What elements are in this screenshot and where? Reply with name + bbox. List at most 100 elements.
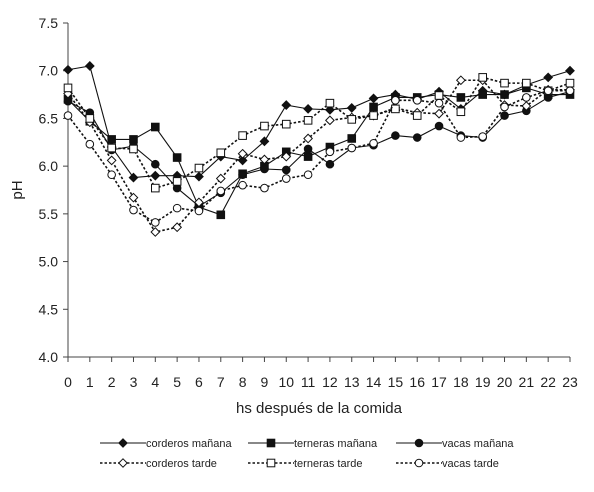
data-point (347, 134, 357, 143)
data-point (129, 144, 138, 154)
data-point (347, 115, 357, 124)
data-point (85, 114, 95, 123)
data-point (455, 75, 466, 86)
data-point (237, 155, 248, 166)
series-5 (63, 86, 575, 227)
legend-label: corderos tarde (146, 458, 217, 470)
series-line (67, 91, 571, 207)
x-tick-label: 23 (562, 374, 578, 390)
data-point (500, 102, 509, 112)
legend-item: vacas tarde (396, 458, 499, 470)
data-point (260, 121, 269, 131)
data-point (150, 170, 161, 181)
series-line (67, 65, 571, 179)
data-point (456, 107, 466, 117)
data-point (281, 165, 291, 175)
data-point (478, 73, 487, 82)
data-point (172, 203, 182, 213)
x-tick-label: 2 (108, 374, 116, 390)
data-point (194, 206, 204, 216)
data-point (281, 100, 292, 110)
series-line (67, 87, 570, 216)
x-tick-label: 15 (388, 374, 404, 390)
data-point (303, 133, 313, 144)
data-point (369, 102, 378, 112)
data-point (434, 108, 444, 119)
data-point (369, 138, 378, 148)
x-tick-label: 21 (519, 374, 535, 390)
y-tick-label: 6.5 (39, 110, 59, 126)
data-point (128, 192, 139, 203)
y-tick-label: 5.5 (39, 206, 59, 222)
data-point (260, 164, 269, 174)
x-tick-label: 11 (301, 374, 316, 390)
data-point (347, 143, 357, 153)
data-point (259, 136, 270, 147)
legend-item: corderos mañana (100, 438, 232, 450)
data-point (522, 78, 531, 88)
data-point (434, 121, 444, 131)
x-axis: 0 1 2 3 4 5 6 7 8 9 10 11 12 13 14 15 16 17 18 19 20 21 22 23 (64, 357, 578, 390)
data-point (128, 172, 139, 183)
data-point (434, 98, 444, 108)
data-point (303, 116, 313, 125)
legend-label: vacas mañana (442, 438, 514, 450)
data-point (63, 64, 73, 75)
x-tick-label: 3 (130, 374, 138, 390)
legend-marker (266, 458, 276, 468)
series-4 (63, 73, 575, 193)
data-point (369, 111, 378, 120)
x-tick-label: 10 (278, 374, 294, 390)
data-point (63, 96, 73, 106)
data-point (391, 104, 400, 114)
series-2 (63, 87, 575, 211)
data-point (325, 147, 335, 157)
data-point (500, 90, 509, 99)
data-point (412, 111, 422, 120)
y-axis-label: pH (9, 180, 26, 199)
data-point (412, 133, 422, 142)
x-tick-label: 17 (431, 374, 447, 390)
legend-item: terneras tarde (248, 458, 362, 470)
data-point (151, 183, 160, 193)
data-point (194, 163, 204, 173)
data-point (237, 148, 248, 159)
data-point (172, 177, 182, 186)
legend-item: vacas mañana (396, 438, 514, 450)
data-point (238, 170, 247, 180)
legend: corderos mañana terneras mañana vacas maña… (100, 438, 514, 470)
data-point (434, 91, 444, 100)
data-point (107, 135, 116, 144)
legend-marker (414, 458, 424, 468)
data-point (107, 170, 116, 180)
data-point (259, 154, 270, 165)
data-point (107, 143, 116, 153)
data-point (216, 210, 226, 220)
data-point (500, 111, 509, 120)
data-point (325, 98, 335, 108)
data-point (238, 131, 247, 140)
data-point (194, 171, 204, 182)
data-point (368, 93, 379, 104)
data-point (303, 170, 313, 180)
legend-marker (118, 458, 128, 468)
data-point (63, 83, 73, 93)
data-point (151, 218, 160, 227)
data-point (391, 131, 400, 140)
legend-item: corderos tarde (100, 458, 217, 470)
data-point (543, 72, 554, 83)
data-point (325, 159, 335, 169)
x-tick-label: 12 (322, 374, 338, 390)
y-tick-label: 7.5 (39, 15, 59, 31)
data-point (281, 174, 291, 183)
data-point (129, 205, 138, 215)
x-tick-label: 5 (173, 374, 181, 390)
data-point (565, 65, 575, 76)
x-tick-label: 20 (497, 374, 513, 390)
data-point (346, 103, 357, 113)
data-point (106, 155, 117, 166)
data-point (456, 133, 466, 142)
x-tick-label: 1 (86, 374, 94, 390)
data-point (216, 148, 226, 158)
data-point (565, 78, 575, 88)
